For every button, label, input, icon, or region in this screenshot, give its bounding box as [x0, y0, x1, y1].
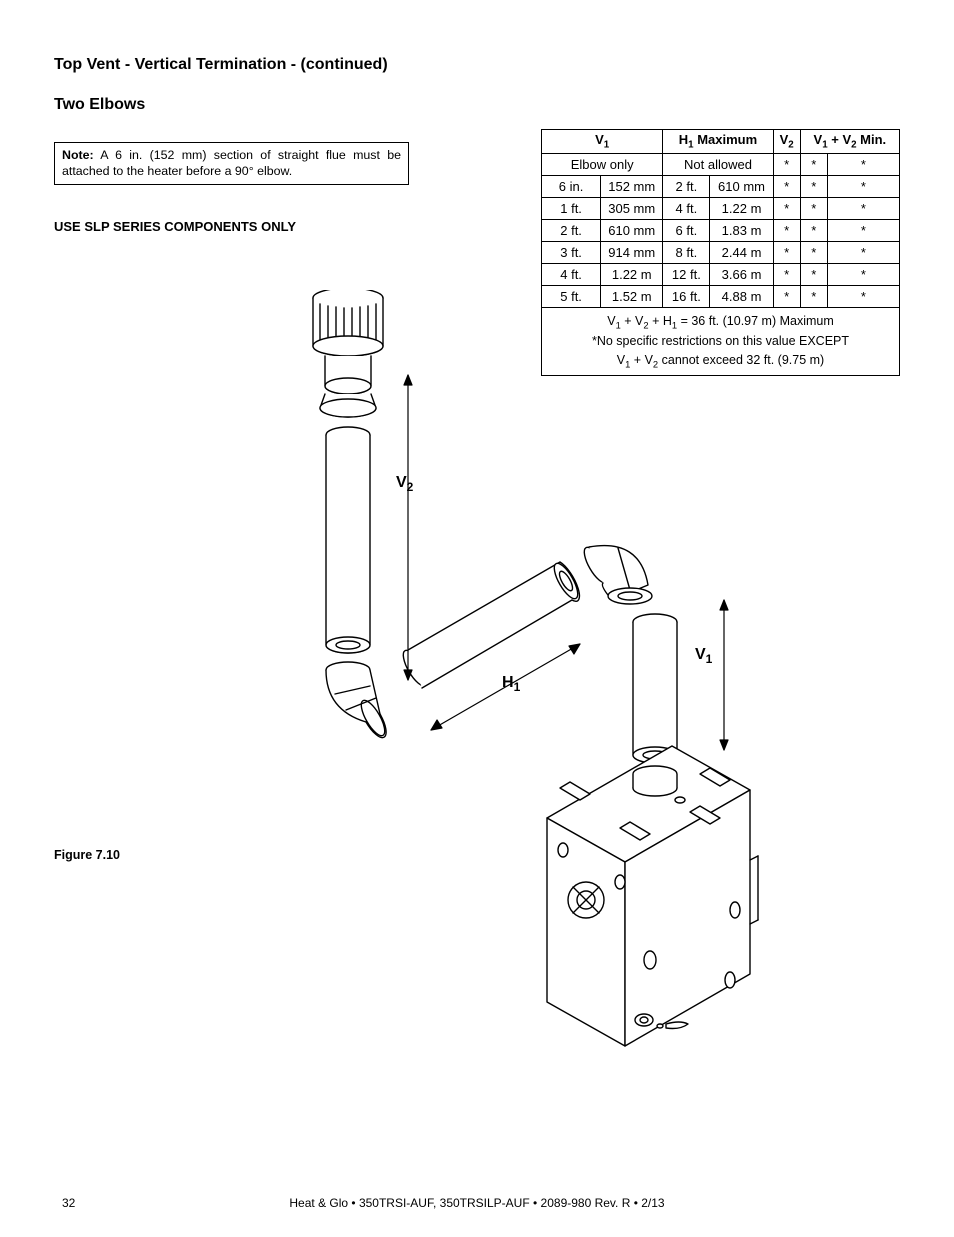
vent-cap-icon [313, 290, 383, 417]
table-cell: 1.83 m [710, 219, 773, 241]
table-cell: * [773, 285, 800, 307]
table-cell: 1.22 m [601, 263, 663, 285]
table-cell: * [827, 175, 899, 197]
table-cell: 152 mm [601, 175, 663, 197]
table-row: 2 ft.610 mm6 ft.1.83 m*** [542, 219, 900, 241]
table-row: 1 ft.305 mm4 ft.1.22 m*** [542, 197, 900, 219]
page-number: 32 [62, 1196, 75, 1210]
table-cell: 6 ft. [663, 219, 710, 241]
footer-text: Heat & Glo • 350TRSI-AUF, 350TRSILP-AUF … [54, 1196, 900, 1210]
table-cell: 2 ft. [542, 219, 601, 241]
table-cell: * [800, 153, 827, 175]
dim-h1-label: H1 [502, 674, 520, 694]
table-cell: 2.44 m [710, 241, 773, 263]
upper-pipe-icon [326, 427, 370, 653]
figure-caption: Figure 7.10 [54, 848, 120, 862]
dim-arrow-v1 [720, 600, 728, 750]
table-cell: * [773, 263, 800, 285]
dim-arrow-v2 [404, 375, 412, 680]
table-cell: * [800, 263, 827, 285]
table-cell: * [773, 197, 800, 219]
th-v1: V1 [542, 130, 663, 154]
vent-diagram: V2 H1 V1 [280, 290, 760, 1070]
lower-pipe-icon [633, 614, 677, 763]
table-cell: Not allowed [663, 153, 773, 175]
horizontal-pipe-icon [399, 560, 582, 689]
right-elbow-icon [580, 544, 652, 604]
table-header-row: V1 H1 Maximum V2 V1 + V2 Min. [542, 130, 900, 154]
table-cell: 1.22 m [710, 197, 773, 219]
table-cell: 1 ft. [542, 197, 601, 219]
table-cell: 610 mm [710, 175, 773, 197]
table-row: 3 ft.914 mm8 ft.2.44 m*** [542, 241, 900, 263]
table-cell: 12 ft. [663, 263, 710, 285]
note-box: Note: A 6 in. (152 mm) section of straig… [54, 142, 409, 185]
table-cell: 8 ft. [663, 241, 710, 263]
th-h1max: H1 Maximum [663, 130, 773, 154]
table-cell: * [800, 285, 827, 307]
table-cell: * [800, 197, 827, 219]
table-cell: * [773, 219, 800, 241]
table-cell: * [773, 175, 800, 197]
dim-v2-label: V2 [396, 474, 413, 494]
table-cell: 2 ft. [663, 175, 710, 197]
table-cell: * [800, 219, 827, 241]
table-cell: * [773, 153, 800, 175]
table-cell: * [827, 241, 899, 263]
table-cell: 4 ft. [542, 263, 601, 285]
table-cell: * [800, 241, 827, 263]
table-cell: * [827, 153, 899, 175]
note-label: Note: [62, 148, 94, 162]
table-row: 4 ft.1.22 m12 ft.3.66 m*** [542, 263, 900, 285]
dim-v1-label: V1 [695, 646, 712, 666]
subsection-title: Two Elbows [54, 96, 900, 114]
table-cell: 6 in. [542, 175, 601, 197]
table-cell: 610 mm [601, 219, 663, 241]
table-cell: * [827, 263, 899, 285]
table-cell: 4 ft. [663, 197, 710, 219]
table-cell: 914 mm [601, 241, 663, 263]
note-text: A 6 in. (152 mm) section of straight flu… [62, 148, 401, 178]
left-elbow-icon [326, 662, 389, 739]
section-title: Top Vent - Vertical Termination - (conti… [54, 56, 900, 74]
table-cell: 305 mm [601, 197, 663, 219]
table-cell: * [827, 197, 899, 219]
table-cell: * [827, 219, 899, 241]
page-footer: 32 Heat & Glo • 350TRSI-AUF, 350TRSILP-A… [54, 1196, 900, 1210]
heater-box-icon [547, 746, 758, 1046]
th-v1v2min: V1 + V2 Min. [800, 130, 899, 154]
table-cell: Elbow only [542, 153, 663, 175]
table-row: 6 in.152 mm2 ft.610 mm*** [542, 175, 900, 197]
table-row: Elbow onlyNot allowed*** [542, 153, 900, 175]
table-cell: * [800, 175, 827, 197]
table-cell: * [827, 285, 899, 307]
table-cell: 3.66 m [710, 263, 773, 285]
table-cell: * [773, 241, 800, 263]
th-v2: V2 [773, 130, 800, 154]
table-cell: 3 ft. [542, 241, 601, 263]
